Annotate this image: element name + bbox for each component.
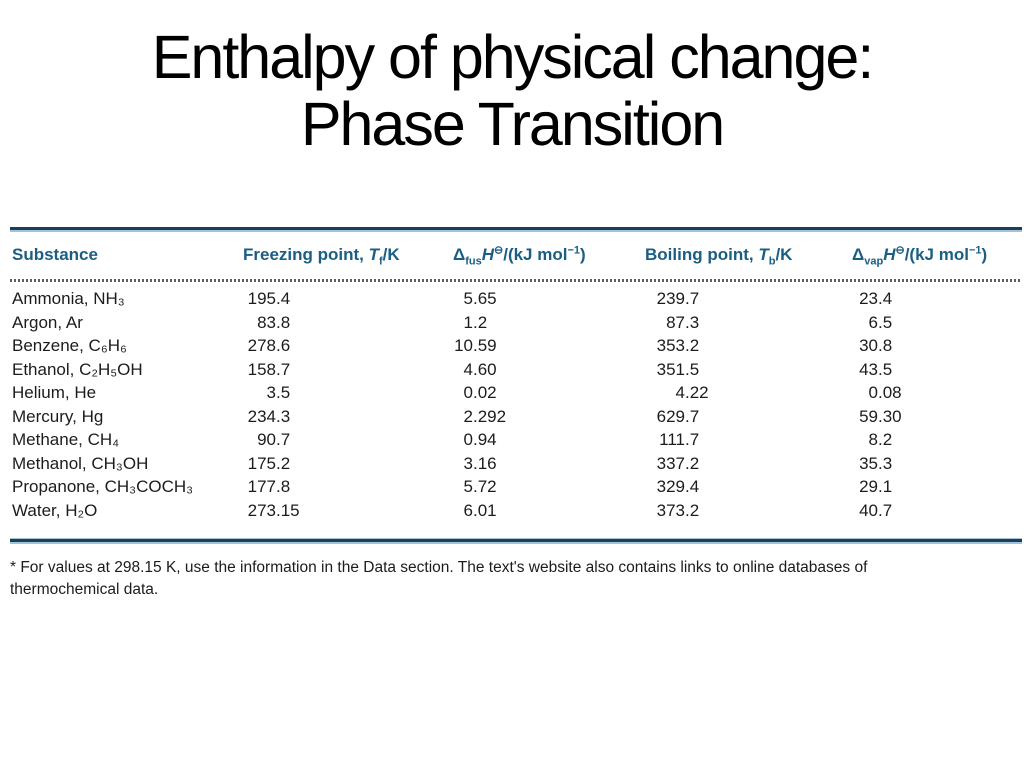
cell-boiling: 351.5 <box>656 359 700 379</box>
header-dotted-rule <box>10 277 1022 287</box>
table-row: Water, H₂O 273.15 6.01 373.2 40.7 <box>10 499 1022 523</box>
table-top-rule <box>10 227 1022 233</box>
cell-substance: Benzene, C₆H₆ <box>12 336 127 355</box>
table-row: Ethanol, C₂H₅OH 158.7 4.60 351.5 43.5 <box>10 358 1022 382</box>
cell-dvap: 59.30 <box>859 406 902 426</box>
table-footnote: * For values at 298.15 K, use the inform… <box>10 559 868 598</box>
cell-freezing: 234.3 <box>247 406 291 426</box>
table-row: Argon, Ar 83.8 1.2 87.3 6.5 <box>10 311 1022 335</box>
cell-dvap: 40.7 <box>859 500 893 520</box>
cell-freezing: 175.2 <box>247 453 291 473</box>
cell-dfus: 4.60 <box>463 359 497 379</box>
cell-dfus: 10.59 <box>454 336 497 355</box>
cell-dvap: 6.5 <box>868 312 893 332</box>
cell-dfus: 2.292 <box>463 406 507 426</box>
cell-dfus: 6.01 <box>463 500 497 520</box>
table-row: Propanone, CH₃COCH₃ 177.8 5.72 329.4 29.1 <box>10 475 1022 499</box>
table-row: Helium, He 3.5 0.02 4.22 0.08 <box>10 381 1022 405</box>
cell-substance: Mercury, Hg <box>12 406 104 426</box>
cell-substance: Helium, He <box>12 383 97 402</box>
cell-substance: Ethanol, C₂H₅OH <box>12 359 143 379</box>
col-header-freezing-point: Freezing point, Tf/K <box>243 245 400 268</box>
cell-dvap: 43.5 <box>859 359 893 379</box>
cell-dvap: 35.3 <box>859 453 893 473</box>
cell-dvap: 29.1 <box>859 477 893 496</box>
cell-dfus: 0.94 <box>463 430 497 449</box>
cell-substance: Water, H₂O <box>12 500 98 520</box>
slide-title: Enthalpy of physical change: Phase Trans… <box>0 24 1024 158</box>
table-row: Methane, CH₄ 90.7 0.94 111.7 8.2 <box>10 428 1022 452</box>
cell-boiling: 353.2 <box>656 336 700 355</box>
cell-boiling: 87.3 <box>666 312 700 332</box>
cell-dfus: 5.72 <box>463 477 497 496</box>
cell-dvap: 0.08 <box>868 383 902 402</box>
cell-boiling: 373.2 <box>656 500 700 520</box>
cell-boiling: 239.7 <box>656 289 700 308</box>
phase-transition-table: Substance Freezing point, Tf/K ΔfusH⊖/(k… <box>10 227 1022 600</box>
col-header-substance: Substance <box>12 245 98 264</box>
cell-boiling: 329.4 <box>656 477 700 496</box>
cell-freezing: 158.7 <box>247 359 291 379</box>
table-header: Substance Freezing point, Tf/K ΔfusH⊖/(k… <box>10 233 1022 287</box>
table-row: Benzene, C₆H₆ 278.6 10.59 353.2 30.8 <box>10 334 1022 358</box>
cell-substance: Methane, CH₄ <box>12 430 120 449</box>
cell-dvap: 30.8 <box>859 336 893 355</box>
cell-freezing: 90.7 <box>257 430 291 449</box>
cell-freezing: 273.15 <box>247 500 300 520</box>
cell-freezing: 3.5 <box>266 383 291 402</box>
data-table: Substance Freezing point, Tf/K ΔfusH⊖/(k… <box>10 233 1022 522</box>
cell-dfus: 3.16 <box>463 453 497 473</box>
cell-freezing: 83.8 <box>257 312 291 332</box>
cell-freezing: 177.8 <box>247 477 291 496</box>
cell-substance: Argon, Ar <box>12 312 83 332</box>
table-body: Ammonia, NH₃ 195.4 5.65 239.7 23.4 Argon, Ar 8… <box>10 287 1022 522</box>
cell-dvap: 23.4 <box>859 289 893 308</box>
cell-substance: Methanol, CH₃OH <box>12 453 149 473</box>
cell-substance: Ammonia, NH₃ <box>12 289 125 308</box>
table-row: Methanol, CH₃OH 175.2 3.16 337.2 35.3 <box>10 452 1022 476</box>
slide-title-line1: Enthalpy of physical change: <box>151 23 875 91</box>
cell-freezing: 278.6 <box>247 336 291 355</box>
table-row: Mercury, Hg 234.3 2.292 629.7 59.30 <box>10 405 1022 429</box>
table-bottom-rule <box>10 538 1022 544</box>
table-row: Ammonia, NH₃ 195.4 5.65 239.7 23.4 <box>10 287 1022 311</box>
cell-boiling: 4.22 <box>675 383 709 402</box>
cell-dfus: 1.2 <box>463 312 488 332</box>
col-header-boiling-point: Boiling point, Tb/K <box>645 245 793 268</box>
cell-dfus: 0.02 <box>463 383 497 402</box>
cell-substance: Propanone, CH₃COCH₃ <box>12 477 194 496</box>
slide-title-line2: Phase Transition <box>300 90 725 158</box>
col-header-enthalpy-vaporization: ΔvapH⊖/(kJ mol−1) <box>852 244 988 268</box>
col-header-enthalpy-fusion: ΔfusH⊖/(kJ mol−1) <box>453 244 586 268</box>
cell-boiling: 337.2 <box>656 453 700 473</box>
cell-boiling: 111.7 <box>659 430 700 449</box>
cell-boiling: 629.7 <box>656 406 700 426</box>
cell-dfus: 5.65 <box>463 289 497 308</box>
cell-freezing: 195.4 <box>247 289 291 308</box>
cell-dvap: 8.2 <box>868 430 893 449</box>
